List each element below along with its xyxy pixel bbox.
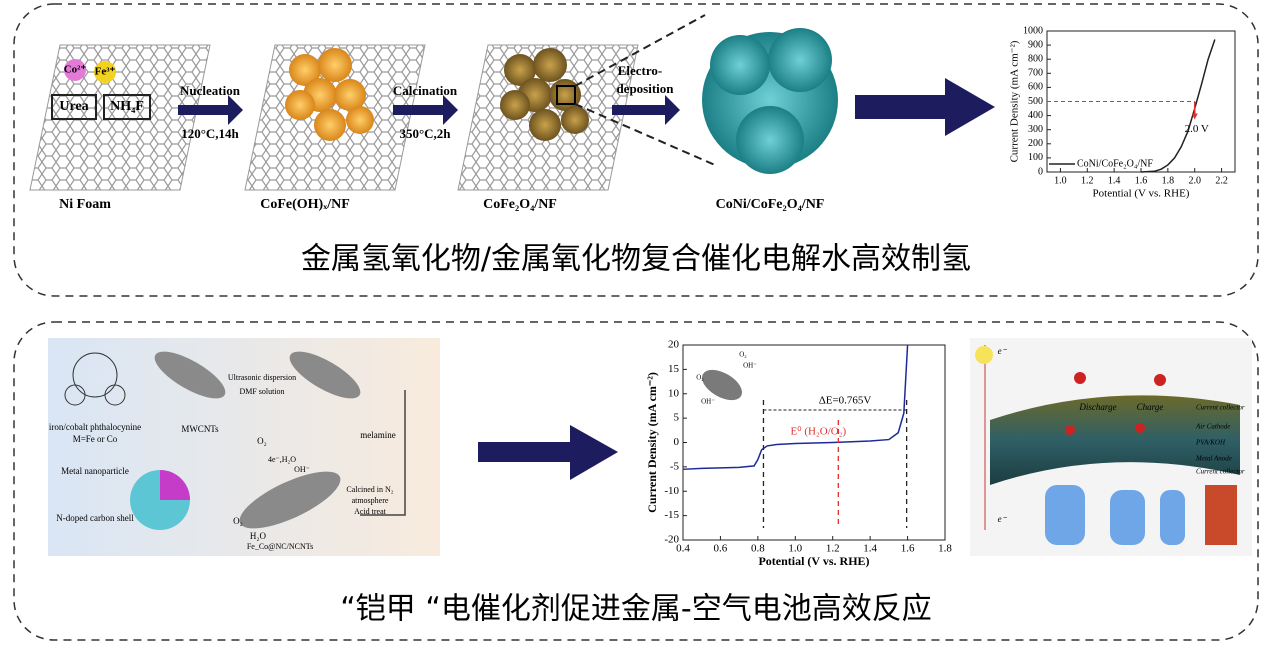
- y-axis-label: Current Density (mA cm⁻²): [645, 372, 659, 513]
- y-tick-label: 500: [1028, 96, 1043, 107]
- y-tick-label: 700: [1028, 68, 1043, 79]
- x-tick-label: 1.6: [1135, 175, 1148, 186]
- x-tick-label: 1.4: [1108, 175, 1121, 186]
- label: PVA/KOH: [1195, 439, 1226, 447]
- label: Current collector: [1196, 468, 1245, 476]
- label: M=Fe or Co: [73, 434, 118, 444]
- x-tick-label: 1.2: [1081, 175, 1094, 186]
- data-line: [1140, 39, 1216, 173]
- label: e⁻: [998, 346, 1008, 356]
- x-tick-label: 1.8: [938, 543, 952, 555]
- label: Calcined in N₂: [346, 485, 393, 494]
- label: CoFe(OH)ₓ/NF: [260, 197, 350, 212]
- label: Calcination: [393, 83, 458, 98]
- x-tick-label: 2.2: [1215, 175, 1228, 186]
- label: O₂: [696, 374, 704, 382]
- label: H₂O: [250, 531, 267, 541]
- label: Acid treat: [354, 507, 387, 516]
- label: Air Cathode: [1195, 423, 1230, 431]
- label: Metal nanoparticle: [61, 466, 129, 476]
- label: Fe_Co@NC/NCNTs: [247, 542, 313, 551]
- label: 350°C,2h: [399, 126, 451, 141]
- annotation: 2.0 V: [1185, 123, 1209, 135]
- label: Nucleation: [180, 83, 241, 98]
- label: Co²⁺: [64, 64, 87, 76]
- label: OH⁻: [294, 465, 310, 474]
- arrow-head: [1191, 113, 1198, 120]
- y-tick-label: 5: [674, 412, 680, 424]
- label: CoFe₂O₄/NF: [483, 197, 557, 212]
- y-tick-label: 10: [668, 387, 680, 399]
- data-line: [682, 344, 909, 471]
- y-tick-label: 600: [1028, 82, 1043, 93]
- label: Fe³⁺: [95, 66, 116, 78]
- label: OH⁻: [701, 398, 715, 406]
- label: Metal Anode: [1195, 455, 1232, 463]
- y-tick-label: 100: [1028, 152, 1043, 163]
- x-tick-label: 1.0: [1054, 175, 1067, 186]
- x-axis-label: Potential (V vs. RHE): [1093, 188, 1190, 200]
- label: deposition: [616, 81, 674, 96]
- label: O₂: [233, 516, 243, 526]
- label: O₂: [257, 436, 267, 446]
- label: O₂: [739, 351, 747, 359]
- y-tick-label: -5: [670, 460, 680, 472]
- x-tick-label: 0.4: [676, 543, 690, 555]
- label: e⁻: [998, 514, 1008, 524]
- label: Ni Foam: [59, 197, 111, 212]
- y-tick-label: 1000: [1023, 25, 1043, 36]
- x-axis-label: Potential (V vs. RHE): [758, 554, 869, 568]
- x-tick-label: 1.8: [1162, 175, 1175, 186]
- label: MWCNTs: [181, 424, 219, 434]
- x-tick-label: 1.2: [826, 543, 840, 555]
- panel-frames: [13, 3, 1259, 641]
- label: melamine: [360, 430, 396, 440]
- caption: 金属氢氧化物/金属氧化物复合催化电解水高效制氢: [301, 242, 971, 277]
- label: DMF solution: [239, 387, 284, 396]
- y-axis-label: Current Density (mA cm⁻²): [1009, 40, 1021, 162]
- panel-frame: [13, 321, 1259, 641]
- x-tick-label: 0.6: [714, 543, 728, 555]
- y-tick-label: 15: [668, 363, 680, 375]
- label: Ultrasonic dispersion: [228, 373, 296, 382]
- label: 4e⁻,H₂O: [268, 455, 296, 464]
- label: 120°C,14h: [181, 126, 239, 141]
- x-tick-label: 1.0: [788, 543, 802, 555]
- y-tick-label: 0: [674, 436, 680, 448]
- label: Discharge: [1078, 402, 1116, 412]
- label: Electro-: [618, 63, 663, 78]
- label: OH⁻: [743, 362, 757, 370]
- label: CoNi/CoFe₂O₄/NF: [716, 197, 825, 212]
- panel-frame: [13, 3, 1259, 297]
- legend-label: CoNi/CoFe₂O₄/NF: [1077, 158, 1153, 169]
- x-tick-label: 2.0: [1188, 175, 1201, 186]
- label: atmosphere: [352, 496, 389, 505]
- label: N-doped carbon shell: [56, 513, 134, 523]
- y-tick-label: -15: [664, 509, 679, 521]
- y-tick-label: 0: [1038, 166, 1043, 177]
- label: NH₄F: [110, 99, 144, 114]
- y-tick-label: 800: [1028, 53, 1043, 64]
- x-tick-label: 1.6: [901, 543, 915, 555]
- y-tick-label: -10: [664, 485, 679, 497]
- x-tick-label: 1.4: [863, 543, 877, 555]
- scheme-art: [29, 14, 1252, 556]
- x-tick-label: 0.8: [751, 543, 765, 555]
- label: Current collector: [1196, 404, 1245, 412]
- y-tick-label: 20: [668, 339, 680, 351]
- caption: “铠甲 “电催化剂促进金属-空气电池高效反应: [340, 592, 931, 627]
- y-tick-label: 400: [1028, 110, 1043, 121]
- label: iron/cobalt phthalocynine: [49, 422, 141, 432]
- y-tick-label: -20: [664, 534, 679, 546]
- y-tick-label: 900: [1028, 39, 1043, 50]
- annotation: E⁰ (H₂O/O₂): [790, 426, 846, 438]
- label: Urea: [59, 99, 88, 114]
- annotation: ΔE=0.765V: [819, 395, 872, 407]
- y-tick-label: 200: [1028, 138, 1043, 149]
- y-tick-label: 300: [1028, 124, 1043, 135]
- label: Charge: [1137, 402, 1164, 412]
